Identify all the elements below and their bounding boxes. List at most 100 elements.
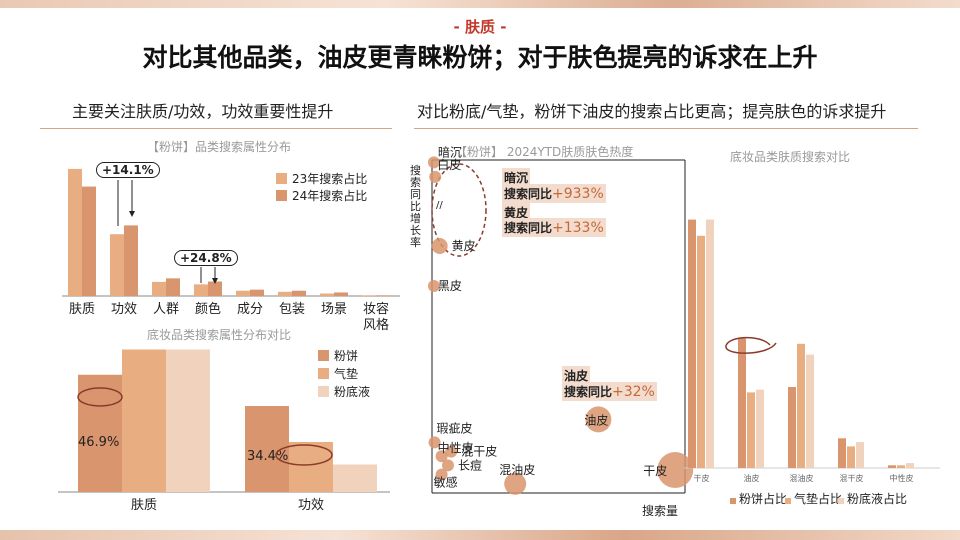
chart1-title: 【粉饼】品类搜索属性分布 <box>147 140 292 154</box>
chart4-tick-油皮: 油皮 <box>744 473 760 483</box>
chart3-label-混干皮: 混干皮 <box>461 445 497 459</box>
chart1-bar-妆容风格-23 <box>362 295 376 296</box>
chart3-point-白皮 <box>429 170 442 183</box>
chart1-bar-功效-23 <box>110 234 124 296</box>
chart4-bar-混油皮-粉底液占比 <box>806 354 814 468</box>
chart3-label-白皮: 白皮 <box>437 157 461 172</box>
chart2-bar-功效-粉底液 <box>333 464 377 492</box>
chart1-tick-功效: 功效 <box>111 302 137 317</box>
chart4-bar-中性皮-气垫占比 <box>897 465 905 468</box>
chart1-bar-成分-24 <box>250 289 264 296</box>
chart3-point-油皮 <box>585 406 612 433</box>
chart2-tick-肤质: 肤质 <box>131 498 157 513</box>
chart3-label-混油皮: 混油皮 <box>499 463 535 477</box>
chart2-label-fuzhi: 46.9% <box>78 435 119 450</box>
chart1-bar-场景-23 <box>320 293 334 296</box>
chart4-bar-中性皮-粉饼占比 <box>888 465 896 468</box>
chart4-bar-混油皮-粉饼占比 <box>788 387 796 468</box>
chart3-point-长痘 <box>442 459 454 472</box>
chart4-legend-qidian: 气垫占比 <box>785 490 842 507</box>
chart4-bar-混干皮-气垫占比 <box>847 446 855 468</box>
chart4-legend-fenbing: 粉饼占比 <box>730 490 787 507</box>
chart3-point-混油皮 <box>504 472 527 495</box>
chart4-bar-混干皮-粉饼占比 <box>838 438 846 468</box>
chart2-bar-肤质-气垫 <box>122 349 166 492</box>
chart1-bar-成分-23 <box>236 290 250 296</box>
chart1-bar-功效-24 <box>124 225 138 296</box>
chart3-label-干皮: 干皮 <box>643 464 667 478</box>
chart3-label-中性皮: 中性皮 <box>438 440 474 455</box>
chart1-bar-妆容风格-24 <box>376 295 390 296</box>
chart4-bar-油皮-气垫占比 <box>747 392 755 468</box>
chart4-bar-干皮-粉底液占比 <box>706 219 714 468</box>
callout-youpi-name: 油皮 <box>562 366 591 385</box>
chart4-bar-中性皮-粉底液占比 <box>906 463 914 468</box>
chart1-tick-妆容风格-2: 风格 <box>363 317 389 333</box>
chart3-point-瑕疵皮 <box>428 436 441 449</box>
chart2-highlight-circle-1 <box>77 387 123 407</box>
chart4-tick-混干皮: 混干皮 <box>840 473 864 483</box>
chart1-bar-场景-24 <box>334 292 348 296</box>
chart4-bar-干皮-粉饼占比 <box>688 219 696 468</box>
chart1-callout-gongxiao: +14.1% <box>96 162 160 178</box>
chart3-highlight-ellipse <box>431 163 487 257</box>
chart3-label-暗沉: 暗沉 <box>438 144 462 159</box>
chart2-title: 底妆品类搜索属性分布对比 <box>147 328 292 342</box>
chart1-bar-包装-24 <box>292 290 306 296</box>
chart4-bar-混油皮-气垫占比 <box>797 343 805 468</box>
chart2-legend-fendiye: 粉底液 <box>318 383 370 400</box>
left-subtitle: 主要关注肤质/功效，功效重要性提升 <box>72 102 334 121</box>
callout-huangpi-value: 搜索同比+133% <box>502 218 606 237</box>
chart2-bar-肤质-粉饼 <box>78 374 122 492</box>
chart4-tick-混油皮: 混油皮 <box>790 473 814 483</box>
chart1-tick-肤质: 肤质 <box>69 302 95 317</box>
chart1-tick-颜色: 颜色 <box>195 301 221 317</box>
chart1-legend-23: 23年搜索占比 <box>276 170 367 187</box>
chart4-bar-混干皮-粉底液占比 <box>856 442 864 468</box>
chart1-bar-颜色-24 <box>208 281 222 296</box>
chart3-point-混干皮 <box>445 445 458 458</box>
chart4-highlight-circle <box>725 336 777 354</box>
callout-huangpi-name: 黄皮 <box>502 203 531 222</box>
chart1-tick-妆容风格: 妆容 <box>363 301 389 317</box>
right-subtitle: 对比粉底/气垫，粉饼下油皮的搜索占比更高；提亮肤色的诉求提升 <box>417 102 887 121</box>
chart3-point-中性皮 <box>435 450 448 463</box>
chart3-label-长痘: 长痘 <box>458 457 482 472</box>
chart1-tick-包装: 包装 <box>279 302 305 317</box>
chart3-point-暗沉 <box>427 156 440 169</box>
chart1-tick-人群: 人群 <box>153 302 179 317</box>
chart2-highlight-circle-2 <box>275 444 333 466</box>
chart2-label-gongxiao: 34.4% <box>247 449 288 464</box>
chart1-bar-人群-24 <box>166 278 180 296</box>
chart2-legend-qidian: 气垫 <box>318 365 358 382</box>
chart2-tick-功效: 功效 <box>298 498 324 513</box>
chart1-bar-颜色-23 <box>194 284 208 296</box>
chart3-point-干皮 <box>657 452 694 488</box>
chart3-point-黑皮 <box>427 280 440 292</box>
chart1-tick-场景: 场景 <box>321 302 347 317</box>
bottom-decor-band <box>0 530 960 540</box>
callout-anchen-name: 暗沉 <box>502 168 531 187</box>
chart2-legend-fenbing: 粉饼 <box>318 347 358 364</box>
chart4-tick-干皮: 干皮 <box>694 473 710 483</box>
chart3-label-敏感: 敏感 <box>434 475 458 490</box>
chart4-bar-干皮-气垫占比 <box>697 235 705 468</box>
chart4-title: 底妆品类肤质搜索对比 <box>730 150 851 164</box>
chart3-label-瑕疵皮: 瑕疵皮 <box>437 420 473 435</box>
chart3-axis-break: // <box>436 200 443 211</box>
chart2-bar-功效-气垫 <box>289 442 333 492</box>
chart3-ylabel: 搜索同比增长率 <box>410 164 421 249</box>
chart1-bar-肤质-24 <box>82 186 96 296</box>
chart3-xlabel: 搜索量 <box>642 504 679 518</box>
chart4-legend-fendiye: 粉底液占比 <box>838 490 907 507</box>
chart1-bar-肤质-23 <box>68 168 82 296</box>
chart4-bar-油皮-粉饼占比 <box>738 338 746 468</box>
chart1-bar-包装-23 <box>278 291 292 296</box>
chart3-point-黄皮 <box>431 238 448 254</box>
chart3-point-敏感 <box>435 468 448 481</box>
page-title: 对比其他品类，油皮更青睐粉饼；对于肤色提亮的诉求在上升 <box>142 43 818 72</box>
